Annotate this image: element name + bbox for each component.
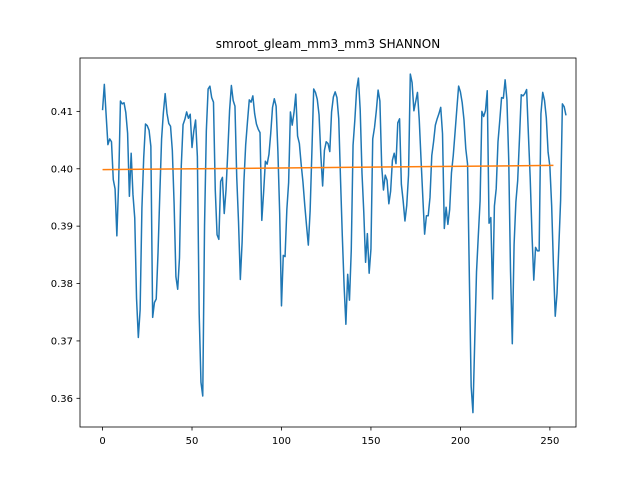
x-tick-label: 0: [99, 436, 105, 447]
y-tick-label: 0.36: [51, 394, 73, 405]
y-tick-label: 0.38: [51, 279, 73, 290]
series-line-1: [101, 73, 567, 414]
chart-title: smroot_gleam_mm3_mm3 SHANNON: [216, 37, 440, 51]
x-tick-label: 150: [361, 436, 380, 447]
y-tick-label: 0.37: [51, 336, 73, 347]
series-line-2: [102, 164, 554, 171]
x-tick-label: 50: [186, 436, 199, 447]
x-tick-label: 200: [451, 436, 470, 447]
x-tick-label: 100: [272, 436, 291, 447]
axes-frame: [79, 57, 577, 428]
x-tick-label: 250: [540, 436, 559, 447]
y-tick-label: 0.40: [51, 164, 73, 175]
plot-area: 0 50 100 150 200 250 0.36 0.37 0.38 0.39 0.40 0.41: [51, 57, 577, 447]
y-tick-label: 0.39: [51, 222, 73, 233]
y-tick-label: 0.41: [51, 107, 73, 118]
